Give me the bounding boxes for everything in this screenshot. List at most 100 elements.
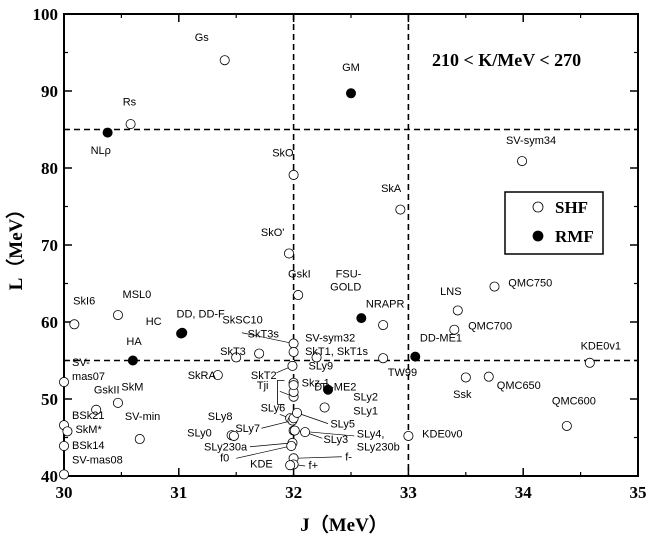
point-label: NLρ (91, 145, 111, 157)
point-label: SkA (381, 183, 402, 195)
shf-point-msl0 (112, 310, 123, 321)
point-label: SLy1 (353, 405, 378, 417)
shf-point-qmc750 (489, 281, 500, 292)
point-label: MSL0 (123, 289, 152, 301)
legend-label-rmf: RMF (555, 227, 594, 246)
shf-point-kde (285, 460, 296, 471)
leader-line (236, 445, 292, 459)
rmf-point-dd-dd-f (177, 327, 188, 338)
point-labels: Gs GM Rs NLρ SkO SkA SV-sym34 SkO' GskI FSU-GOLD N… (72, 32, 621, 472)
shf-point-sko- (284, 248, 295, 259)
y-tick-label: 60 (41, 313, 58, 332)
shf-point-skt3s (254, 348, 265, 359)
point-label: Skz-1 (302, 378, 330, 390)
shf-point-skm- (62, 426, 73, 437)
point-label: SV- (72, 357, 90, 369)
point-label: SkT3s (248, 328, 280, 340)
point-label: HC (146, 316, 162, 328)
shf-point-qmc600 (561, 420, 572, 431)
shf-point-f0 (286, 440, 297, 451)
shf-point-sv-min (134, 434, 145, 445)
point-label: GM (342, 62, 360, 74)
point-label: BSk21 (72, 410, 104, 422)
shf-point-sly3 (300, 427, 311, 438)
shf-point-skm (112, 397, 123, 408)
shf-point-ska (395, 204, 406, 215)
shf-point-skt2 (287, 360, 298, 371)
x-tick-label: 32 (285, 483, 302, 502)
point-label: SkT3 (220, 346, 246, 358)
point-label: DD-ME2 (314, 382, 356, 394)
y-tick-label: 50 (41, 390, 58, 409)
shf-point-qmc700 (449, 324, 460, 335)
x-tick-label: 30 (56, 483, 73, 502)
point-label: SkSC10 (222, 315, 262, 327)
shf-point-sly5 (292, 407, 303, 418)
point-label: SLy0 (187, 428, 212, 440)
leader-line (293, 456, 342, 459)
point-label: SV-sym32 (305, 332, 355, 344)
point-label: SkT2 (251, 370, 277, 382)
point-label: SLy4, (357, 429, 385, 441)
shf-point-tw99 (378, 353, 389, 364)
point-label: mas07 (72, 371, 105, 383)
shf-point-gs (219, 55, 230, 66)
legend-label-shf: SHF (555, 198, 588, 217)
shf-point-rs (125, 119, 136, 130)
shf-point-skt1 (311, 352, 322, 363)
range-annotation: 210 < K/MeV < 270 (432, 50, 581, 70)
point-label: QMC600 (552, 395, 596, 407)
x-tick-label: 33 (400, 483, 417, 502)
x-tick-label: 34 (515, 483, 533, 502)
shf-point-ssk (460, 372, 471, 383)
point-label: SLy2 (353, 392, 378, 404)
point-label: f0 (220, 452, 229, 464)
point-label: SkT1, SkT1s (305, 346, 368, 358)
point-label: DD-ME1 (420, 332, 462, 344)
point-label: BSk14 (72, 440, 104, 452)
x-tick-label: 31 (170, 483, 187, 502)
point-label: SV-min (125, 411, 160, 423)
point-label: TW99 (388, 367, 417, 379)
point-label: KDE (250, 459, 273, 471)
point-label: QMC700 (468, 321, 512, 333)
y-axis-title: L（MeV） (4, 200, 27, 291)
point-label: QMC650 (497, 380, 541, 392)
shf-point-bsk14 (59, 440, 70, 451)
shf-point-qmc650 (483, 371, 494, 382)
point-label: QMC750 (508, 278, 552, 290)
point-label: DD, DD-F (177, 308, 226, 320)
leader-line (296, 412, 329, 424)
shf-point-sv-sym32 (288, 347, 299, 358)
shf-point-sv-mas07 (59, 377, 70, 388)
x-tick-label: 35 (630, 483, 647, 502)
shf-point-lns (452, 305, 463, 316)
point-label: SkO' (261, 227, 285, 239)
point-label: KDE0v0 (422, 429, 462, 441)
rmf-point-fsu-gold (356, 313, 367, 324)
y-tick-label: 80 (41, 159, 58, 178)
point-label: Rs (123, 97, 137, 109)
leader-line (249, 442, 293, 448)
shf-point-sly0 (228, 430, 239, 441)
point-label: GOLD (330, 281, 361, 293)
y-tick-label: 40 (41, 467, 58, 486)
legend-box (504, 191, 604, 255)
shf-point-ski6 (69, 319, 80, 330)
point-label: LNS (440, 286, 461, 298)
point-label: SV-mas08 (72, 455, 123, 467)
point-label: SLy230b (357, 442, 400, 454)
shf-point-kde0v0 (403, 430, 414, 441)
legend: SHF RMF (504, 191, 604, 255)
point-label: f- (345, 452, 352, 464)
point-label: SLy6 (261, 402, 286, 414)
point-label: SV-sym34 (506, 135, 556, 147)
point-label: Gs (195, 32, 210, 44)
point-label: SkM* (75, 424, 102, 436)
point-label: Tji (257, 380, 269, 392)
y-tick-label: 70 (41, 236, 58, 255)
point-label: FSU- (336, 268, 362, 280)
rmf-point-ha (127, 355, 138, 366)
rmf-point-dd-me2 (323, 384, 334, 395)
point-label: HA (126, 336, 142, 348)
